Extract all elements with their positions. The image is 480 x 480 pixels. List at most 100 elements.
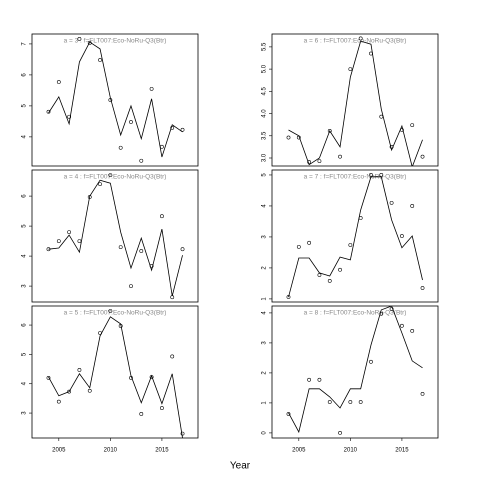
- y-tick-label: 3: [22, 284, 28, 288]
- data-point: [317, 159, 322, 164]
- y-tick-label: 4: [22, 381, 28, 385]
- y-tick-label: 4: [22, 254, 28, 258]
- data-point: [307, 240, 312, 245]
- fit-line: [48, 316, 183, 438]
- data-point: [77, 239, 82, 244]
- data-point: [348, 400, 353, 404]
- data-point: [348, 243, 353, 247]
- data-point: [348, 67, 353, 72]
- y-tick-label: 2: [262, 266, 268, 270]
- y-tick-label: 0: [262, 431, 268, 435]
- data-point: [98, 182, 102, 187]
- panel: a = 7 : f=FLT007:Eco-NoRu-Q3(Btr) 1 2 3 4 5: [262, 169, 439, 303]
- y-tick-label: 4: [22, 135, 28, 139]
- data-point: [327, 400, 332, 404]
- data-point: [338, 154, 342, 159]
- data-point: [400, 323, 404, 328]
- data-point: [420, 154, 425, 159]
- y-tick-label: 4: [262, 204, 268, 208]
- x-tick-label: 2015: [155, 448, 169, 454]
- y-tick-label: 5: [22, 224, 28, 228]
- data-point: [369, 359, 373, 364]
- data-point: [286, 295, 291, 299]
- x-tick-label: 2005: [292, 448, 306, 454]
- data-point: [87, 388, 92, 393]
- data-point: [77, 368, 82, 372]
- y-tick-label: 4: [262, 311, 268, 315]
- y-tick-label: 3: [262, 341, 268, 345]
- fit-line: [288, 176, 423, 298]
- x-tick-label: 2010: [344, 448, 358, 454]
- y-tick-label: 6: [22, 73, 28, 77]
- data-point: [46, 109, 51, 114]
- y-tick-label: 3: [262, 235, 268, 239]
- data-point: [46, 375, 51, 380]
- panel-frame: [31, 305, 199, 439]
- y-tick-label: 7: [22, 42, 28, 46]
- data-point: [327, 128, 332, 133]
- panel-title: a = 6 : f=FLT007:Eco-NoRu-Q3(Btr): [304, 38, 407, 45]
- panel-title: a = 8 : f=FLT007:Eco-NoRu-Q3(Btr): [304, 310, 407, 317]
- data-point: [317, 273, 322, 277]
- y-tick-label: 1: [262, 297, 268, 301]
- data-point: [410, 204, 415, 208]
- y-tick-label: 1: [262, 401, 268, 405]
- y-tick-label: 6: [22, 194, 28, 198]
- data-point: [307, 377, 312, 382]
- data-point: [317, 377, 322, 382]
- data-point: [286, 412, 291, 416]
- data-point: [170, 354, 175, 359]
- panel: a = 5 : f=FLT007:Eco-NoRu-Q3(Btr) 3 4 5 6 200…: [22, 305, 199, 454]
- data-point: [149, 86, 154, 91]
- fit-line: [288, 306, 423, 434]
- data-point: [77, 37, 82, 41]
- data-point: [129, 284, 133, 289]
- data-point: [379, 311, 384, 316]
- data-point: [118, 145, 123, 150]
- data-point: [338, 430, 342, 435]
- fit-line: [48, 179, 183, 297]
- data-point: [180, 431, 185, 436]
- y-tick-label: 4.0: [262, 109, 268, 118]
- panel-frame: [31, 169, 199, 303]
- x-tick-label: 2010: [104, 448, 118, 454]
- data-point: [389, 307, 394, 311]
- data-point: [118, 245, 123, 250]
- panel-title: a = 3 : f=FLT007:Eco-NoRu-Q3(Btr): [64, 38, 167, 45]
- y-tick-label: 5: [22, 104, 28, 108]
- data-point: [139, 412, 144, 416]
- panel-title: a = 4 : f=FLT007:Eco-NoRu-Q3(Btr): [64, 174, 167, 181]
- panel: a = 6 : f=FLT007:Eco-NoRu-Q3(Btr) 3.0 3.5 4…: [262, 33, 439, 167]
- data-point: [129, 120, 133, 124]
- panel-frame: [271, 305, 439, 439]
- data-point: [170, 125, 175, 130]
- y-tick-label: 5: [22, 352, 28, 356]
- data-point: [56, 399, 61, 404]
- data-point: [180, 127, 185, 132]
- x-tick-label: 2015: [395, 448, 409, 454]
- data-point: [410, 328, 415, 333]
- data-point: [67, 114, 72, 119]
- fit-line: [48, 41, 183, 158]
- data-point: [98, 58, 102, 62]
- data-point: [108, 309, 113, 313]
- y-tick-label: 6: [22, 323, 28, 327]
- data-point: [67, 230, 72, 235]
- y-tick-label: 5: [262, 173, 268, 177]
- data-point: [400, 234, 404, 238]
- data-point: [56, 80, 61, 84]
- y-tick-label: 3: [22, 411, 28, 415]
- y-tick-label: 2: [262, 371, 268, 375]
- panel-title: a = 5 : f=FLT007:Eco-NoRu-Q3(Btr): [64, 310, 167, 317]
- data-point: [139, 249, 144, 253]
- data-point: [56, 239, 61, 244]
- y-tick-label: 5.5: [262, 42, 268, 51]
- fit-line: [288, 40, 423, 166]
- data-point: [160, 406, 164, 410]
- data-point: [358, 400, 363, 404]
- y-tick-label: 3.5: [262, 131, 268, 140]
- data-point: [160, 214, 164, 219]
- data-point: [338, 267, 342, 272]
